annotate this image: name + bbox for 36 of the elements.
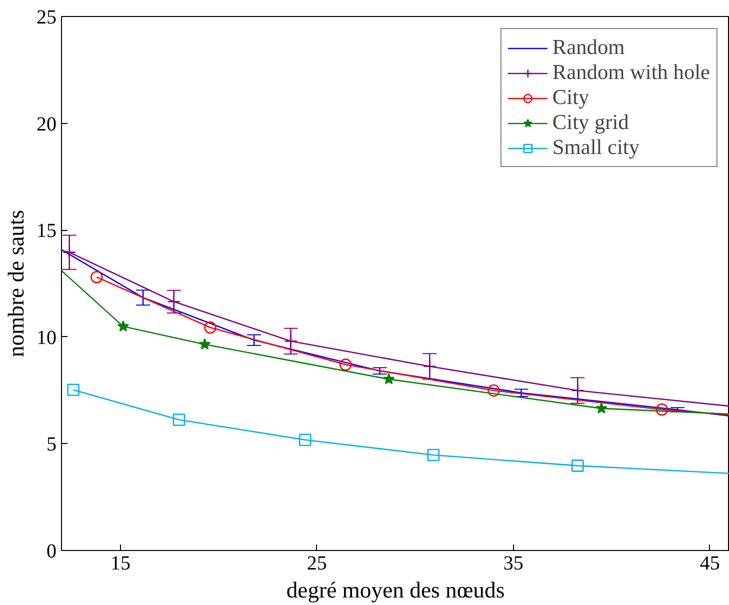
point <box>167 295 181 308</box>
y-tick-label: 10 <box>36 326 56 349</box>
x-tick-label: 25 <box>306 552 327 574</box>
x-axis-title: degré moyen des nœuds <box>286 578 505 602</box>
legend-label: Small city <box>552 135 640 160</box>
point <box>117 320 130 332</box>
legend-label: City grid <box>552 110 629 135</box>
point <box>204 321 216 334</box>
point <box>656 403 668 416</box>
point <box>488 384 500 397</box>
point <box>284 334 298 348</box>
point <box>298 434 312 446</box>
y-tick-label: 15 <box>36 220 56 242</box>
y-tick-label: 25 <box>36 6 56 28</box>
point <box>382 373 395 384</box>
legend-label: Random with hole <box>552 60 710 85</box>
point <box>427 448 440 462</box>
legend-label: Random <box>552 35 625 60</box>
x-tick-label: 45 <box>700 552 720 574</box>
y-tick-label: 0 <box>46 540 56 562</box>
point <box>90 270 103 284</box>
point <box>339 358 352 371</box>
point <box>198 338 211 350</box>
x-tick-label: 35 <box>503 552 524 574</box>
legend-label: City <box>552 85 590 110</box>
point <box>423 360 436 374</box>
point <box>571 460 584 472</box>
y-tick-label: 5 <box>46 434 56 456</box>
point <box>62 246 76 259</box>
y-axis-title: nombre de sauts <box>4 210 28 358</box>
y-tick-label: 20 <box>36 113 56 136</box>
x-tick-label: 15 <box>110 552 130 574</box>
point <box>67 384 80 396</box>
point <box>570 384 584 398</box>
point <box>596 402 608 414</box>
point <box>172 414 186 426</box>
